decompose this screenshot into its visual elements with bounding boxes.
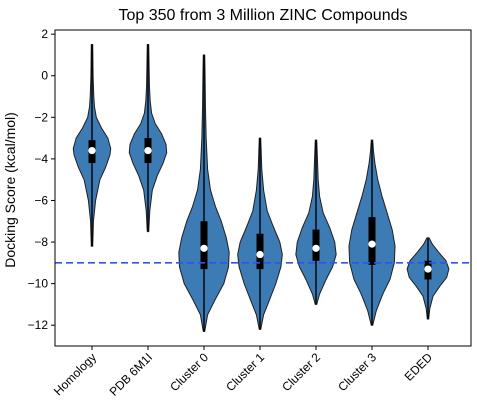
y-tick-label: −4 — [34, 152, 48, 166]
chart-title: Top 350 from 3 Million ZINC Compounds — [118, 7, 407, 24]
violin-median — [312, 244, 320, 252]
plot-frame — [54, 29, 472, 347]
x-tick-label: Cluster 1 — [223, 350, 267, 394]
y-tick-label: −10 — [28, 277, 49, 291]
y-tick-label: 0 — [41, 69, 48, 83]
x-tick-label: Cluster 0 — [167, 350, 211, 394]
violin-median — [200, 244, 208, 252]
violin-median — [256, 250, 264, 259]
y-tick-label: −12 — [28, 318, 49, 332]
x-tick-label: EDED — [402, 350, 436, 384]
y-tick-label: −2 — [34, 110, 48, 124]
violin-median — [88, 146, 96, 155]
x-tick-label: Homology — [51, 350, 99, 398]
violin-median — [368, 240, 376, 248]
x-tick-label: Cluster 3 — [335, 350, 379, 394]
violin-median — [424, 265, 432, 273]
y-tick-label: 2 — [41, 27, 48, 41]
x-tick-label: PDB 6M1I — [107, 350, 156, 399]
y-tick-label: −6 — [34, 193, 48, 207]
violin-median — [144, 146, 152, 155]
y-axis-label: Docking Score (kcal/mol) — [2, 112, 18, 268]
x-tick-label: Cluster 2 — [279, 350, 323, 394]
y-tick-label: −8 — [34, 235, 48, 249]
